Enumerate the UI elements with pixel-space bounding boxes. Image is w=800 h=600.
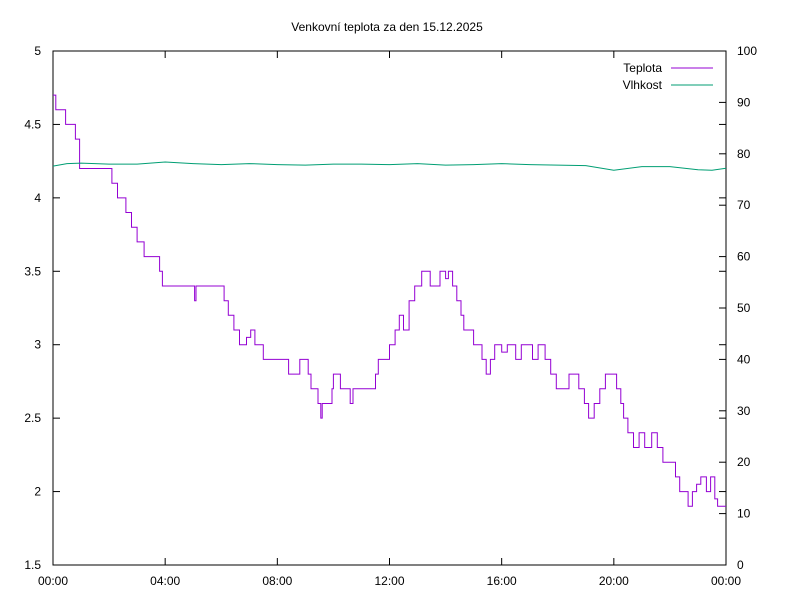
plot-border: [52, 50, 727, 566]
left-tick-label: 3.5: [24, 264, 41, 278]
left-tick-label: 1.5: [24, 558, 41, 572]
x-tick-label: 04:00: [150, 574, 180, 588]
left-tick-label: 5: [34, 44, 41, 58]
chart-title: Venkovní teplota za den 15.12.2025: [291, 20, 483, 34]
right-tick-label: 50: [737, 301, 751, 315]
right-tick-label: 10: [737, 507, 751, 521]
left-tick-label: 4: [34, 191, 41, 205]
right-tick-label: 0: [737, 558, 744, 572]
right-tick-label: 100: [737, 44, 757, 58]
right-tick-label: 40: [737, 352, 751, 366]
x-tick-label: 00:00: [711, 574, 741, 588]
series-lines: [52, 94, 727, 507]
x-tick-label: 20:00: [599, 574, 629, 588]
right-tick-label: 80: [737, 147, 751, 161]
left-tick-label: 3: [34, 338, 41, 352]
x-tick-label: 00:00: [38, 574, 68, 588]
right-tick-label: 60: [737, 250, 751, 264]
right-tick-label: 70: [737, 198, 751, 212]
series-line-vlhkost: [52, 161, 727, 171]
left-tick-label: 2.5: [24, 411, 41, 425]
right-tick-label: 20: [737, 455, 751, 469]
x-axis: 00:00 04:00 08:00 12:00 16:00 20:00 00:00: [38, 51, 741, 588]
legend: Teplota Vlhkost: [623, 61, 713, 92]
plot-frame: [52, 50, 727, 566]
series-line-teplota: [53, 94, 726, 507]
right-y-axis: 0 10 20 30 40 50 60 70 80 90 100: [719, 44, 757, 572]
legend-label: Vlhkost: [623, 78, 663, 92]
right-tick-label: 30: [737, 404, 751, 418]
left-tick-label: 4.5: [24, 117, 41, 131]
left-tick-label: 2: [34, 485, 41, 499]
left-y-axis: 1.5 2 2.5 3 3.5 4 4.5 5: [24, 44, 726, 572]
x-tick-label: 12:00: [374, 574, 404, 588]
legend-label: Teplota: [623, 61, 662, 75]
right-tick-label: 90: [737, 95, 751, 109]
x-tick-label: 16:00: [487, 574, 517, 588]
x-tick-label: 08:00: [262, 574, 292, 588]
